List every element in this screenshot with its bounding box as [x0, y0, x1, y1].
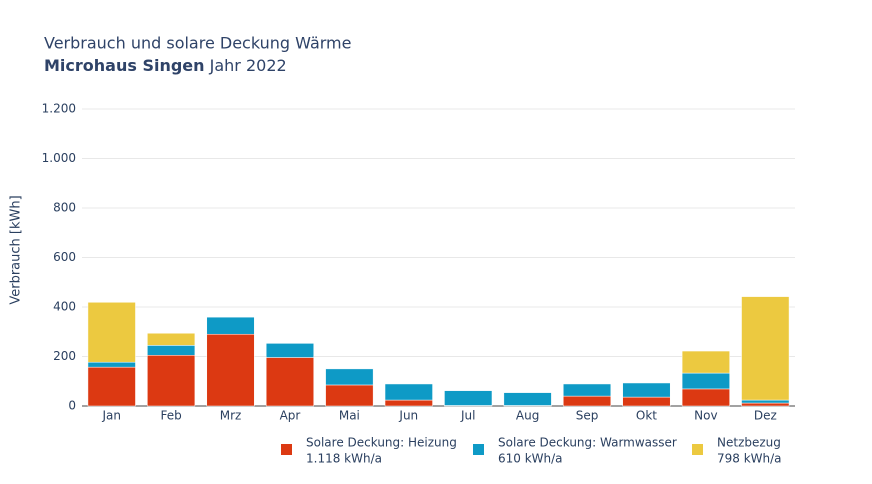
- x-tick-label: Okt: [636, 409, 657, 423]
- legend-swatch: [281, 444, 292, 455]
- bar-segment: [206, 316, 255, 335]
- legend-label: Solare Deckung: Warmwasser: [498, 436, 677, 450]
- legend-note: 798 kWh/a: [717, 452, 782, 466]
- x-tick-label: Jul: [460, 409, 475, 423]
- y-tick-label: 600: [53, 250, 76, 264]
- legend-swatch: [692, 444, 703, 455]
- bar-segment: [147, 345, 196, 356]
- y-tick-label: 800: [53, 201, 76, 215]
- bar-segment: [147, 355, 196, 407]
- bar-segment: [87, 302, 136, 363]
- legend-note: 610 kWh/a: [498, 452, 563, 466]
- y-tick-label: 200: [53, 349, 76, 363]
- bar-segment: [265, 357, 314, 407]
- bar-segment: [681, 372, 730, 390]
- bar-segment: [741, 296, 790, 401]
- subtitle: Jahr 2022: [209, 56, 287, 75]
- legend-label: Netzbezug: [717, 436, 781, 450]
- bar-segment: [147, 332, 196, 346]
- chart-title: Verbrauch und solare Deckung Wärme: [44, 34, 351, 53]
- bar-segment: [741, 399, 790, 404]
- chart-subtitle: Microhaus Singen Jahr 2022: [44, 56, 287, 75]
- bar-segment: [622, 382, 671, 398]
- bar-segment: [503, 392, 552, 406]
- bar-segment: [87, 361, 136, 368]
- y-tick-label: 0: [68, 399, 76, 413]
- bar-segment: [681, 350, 730, 374]
- y-tick-label: 400: [53, 300, 76, 314]
- x-tick-label: Nov: [694, 409, 717, 423]
- bar-segment: [325, 368, 374, 386]
- x-tick-label: Mai: [339, 409, 360, 423]
- bar-segment: [384, 399, 433, 407]
- x-tick-label: Sep: [576, 409, 599, 423]
- y-tick-label: 1.000: [42, 151, 76, 165]
- x-tick-label: Feb: [161, 409, 182, 423]
- y-axis-label: Verbrauch [kWh]: [9, 195, 24, 304]
- bar-segment: [87, 366, 136, 407]
- x-tick-label: Jan: [101, 409, 121, 423]
- y-tick-label: 1.200: [42, 102, 76, 116]
- bar-segment: [622, 396, 671, 407]
- legend-label: Solare Deckung: Heizung: [306, 436, 457, 450]
- x-tick-label: Jun: [398, 409, 418, 423]
- bar-segment: [681, 388, 730, 407]
- bar-segment: [563, 383, 612, 397]
- x-tick-label: Apr: [280, 409, 301, 423]
- legend-swatch: [473, 444, 484, 455]
- bar-segment: [563, 395, 612, 407]
- x-tick-label: Mrz: [220, 409, 242, 423]
- bar-segment: [206, 333, 255, 407]
- bar-segment: [265, 343, 314, 358]
- bar-segment: [444, 390, 493, 406]
- subtitle-bold: Microhaus Singen: [44, 56, 205, 75]
- x-tick-label: Dez: [754, 409, 777, 423]
- bar-segment: [741, 402, 790, 407]
- x-tick-label: Aug: [516, 409, 539, 423]
- bar-segment: [384, 383, 433, 401]
- legend-note: 1.118 kWh/a: [306, 452, 382, 466]
- bar-segment: [325, 384, 374, 407]
